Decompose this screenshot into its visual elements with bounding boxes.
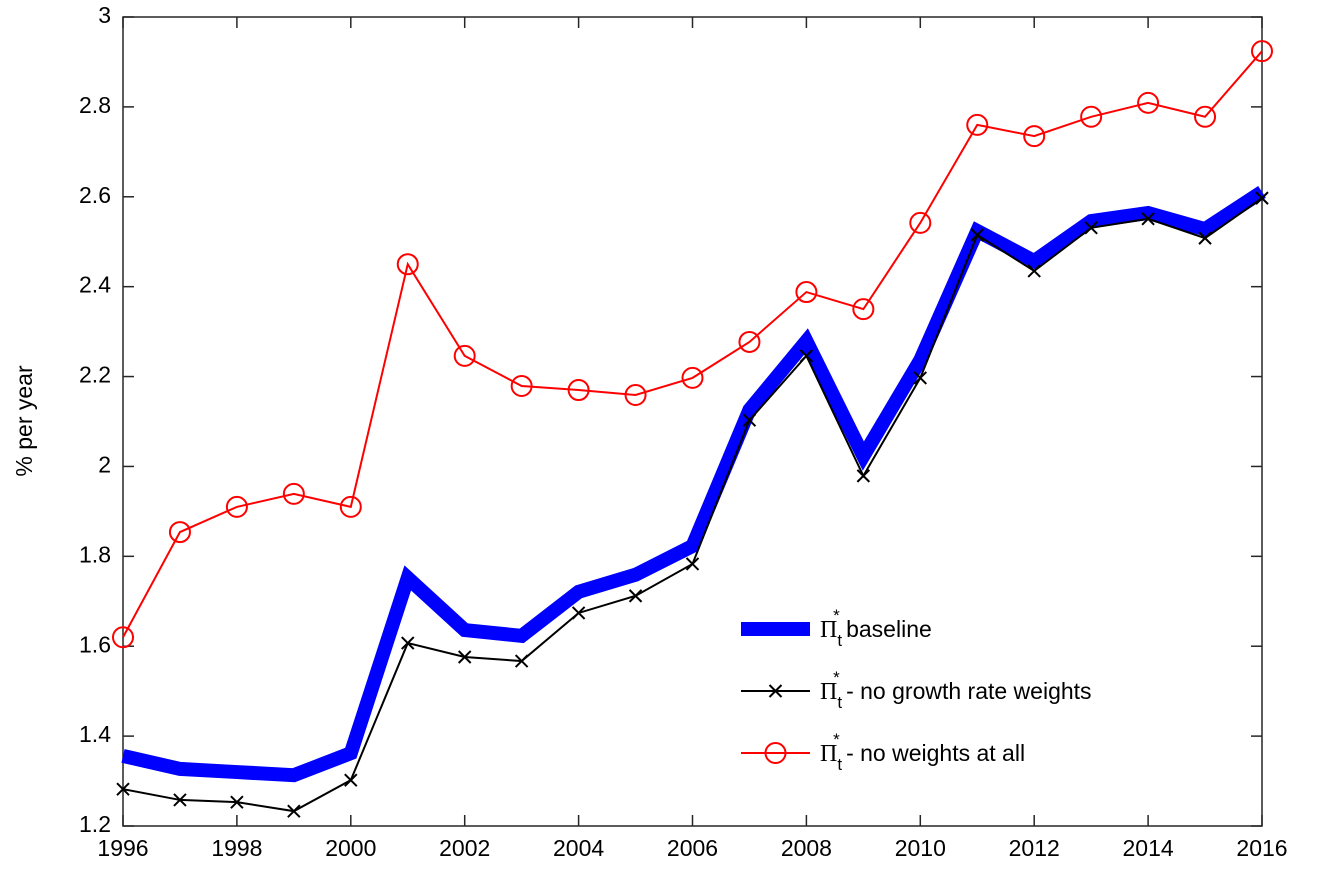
marker [1027,264,1041,278]
marker [282,482,305,505]
marker [1080,105,1103,128]
x-tick-label: 1998 [211,835,262,861]
marker [287,804,301,818]
marker [628,589,643,603]
marker [225,495,248,518]
marker [510,374,533,397]
marker [1194,105,1217,128]
marker [795,281,818,304]
y-axis-label: % per year [11,365,37,477]
x-tick-label: 2000 [325,835,376,861]
marker [852,298,875,321]
marker [799,349,814,363]
series-line [121,185,1266,783]
marker [738,330,761,353]
marker [116,782,130,796]
marker [1141,212,1155,226]
marker [1251,40,1273,63]
marker [339,495,362,518]
y-tick-label: 2.2 [79,362,111,388]
x-tick-label: 1996 [97,835,148,861]
marker [453,344,476,367]
y-tick-label: 2.4 [79,272,111,298]
x-tick-label: 2004 [553,835,604,861]
marker [230,795,244,809]
marker [1084,221,1098,235]
marker [168,521,191,544]
marker [514,654,529,668]
marker [1198,231,1212,245]
marker [567,379,590,402]
marker [571,606,586,620]
x-tick-label: 2010 [895,835,946,861]
y-tick-label: 1.4 [79,721,111,747]
y-tick-label: 1.8 [79,541,111,567]
legend-label: Πt* - no growth rate weights [820,668,1092,712]
marker [396,253,419,276]
y-tick-label: 3 [98,2,111,28]
x-tick-label: 2014 [1123,835,1174,861]
marker [1255,191,1269,205]
marker [764,742,787,764]
x-tick-label: 2012 [1009,835,1060,861]
x-tick-label: 2008 [781,835,832,861]
marker [344,773,358,787]
plot-frame [122,16,1263,827]
marker [681,366,704,389]
y-tick-label: 2.8 [79,92,111,118]
y-tick-label: 1.6 [79,631,111,657]
marker [173,793,187,807]
y-tick-label: 1.2 [79,811,111,837]
marker [970,228,984,242]
marker [856,469,871,483]
marker [401,636,415,650]
marker [624,383,647,406]
marker [913,371,928,385]
marker [112,626,134,649]
x-tick-label: 2006 [667,835,718,861]
marker [768,684,783,698]
marker [742,413,757,427]
x-tick-label: 2016 [1236,835,1287,861]
legend-label: Πt* baseline [820,606,932,650]
x-tick-label: 2002 [439,835,490,861]
legend-label: Πt* - no weights at all [820,730,1025,774]
y-tick-label: 2.6 [79,182,111,208]
y-tick-label: 2 [98,452,111,478]
series-line [122,50,1263,638]
marker [909,211,932,234]
marker [685,557,700,571]
marker [1137,91,1160,114]
marker [966,113,989,136]
marker [457,650,472,664]
marker [1023,125,1046,148]
